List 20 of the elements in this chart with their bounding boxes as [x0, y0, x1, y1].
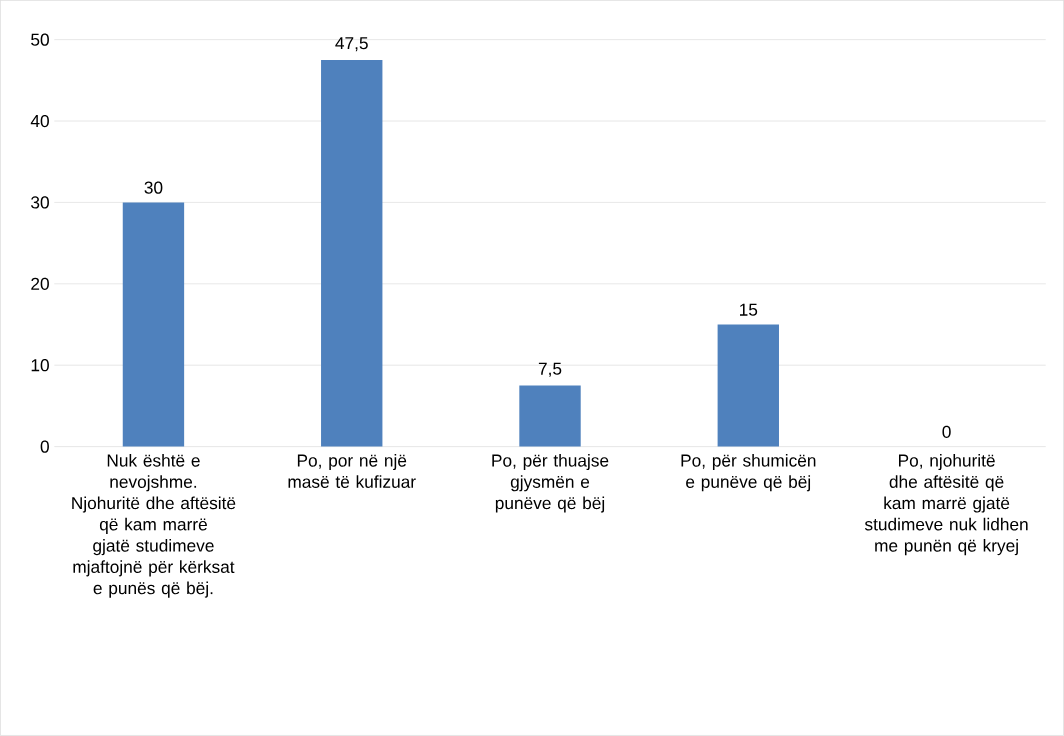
y-tick-label: 20	[31, 277, 49, 291]
bar	[321, 60, 383, 447]
data-label: 0	[942, 425, 951, 439]
bar	[717, 324, 779, 447]
data-label: 7,5	[538, 362, 562, 377]
data-label: 47,5	[335, 37, 368, 52]
y-tick-label: 0	[40, 440, 49, 453]
bar	[122, 202, 185, 447]
y-tick-label: 10	[31, 359, 49, 372]
y-tick-label: 40	[30, 115, 49, 128]
data-label: 30	[144, 181, 163, 194]
x-tick-label: Po, por në një masë të kufizuar	[288, 454, 416, 489]
bar	[519, 385, 581, 447]
x-tick-label: Po, për shumicën e punëve që bëj	[681, 454, 816, 492]
data-label: 15	[740, 303, 758, 316]
y-tick-label: 50	[31, 33, 49, 46]
x-tick-label: Po, për thuajse gjysmën e punëve që bëj	[492, 454, 609, 513]
x-tick-label: Nuk është e nevojshme. Njohuritë dhe aftësitë që kam marrë gjatë studimeve mjaftojnë për kërksat e punës që bëj.	[72, 454, 236, 598]
x-tick-label: Po, njohuritë dhe aftësitë që kam marrë gjatë studimeve nuk lidhen me punën që kryej	[864, 454, 1028, 556]
y-tick-label: 30	[31, 196, 49, 209]
